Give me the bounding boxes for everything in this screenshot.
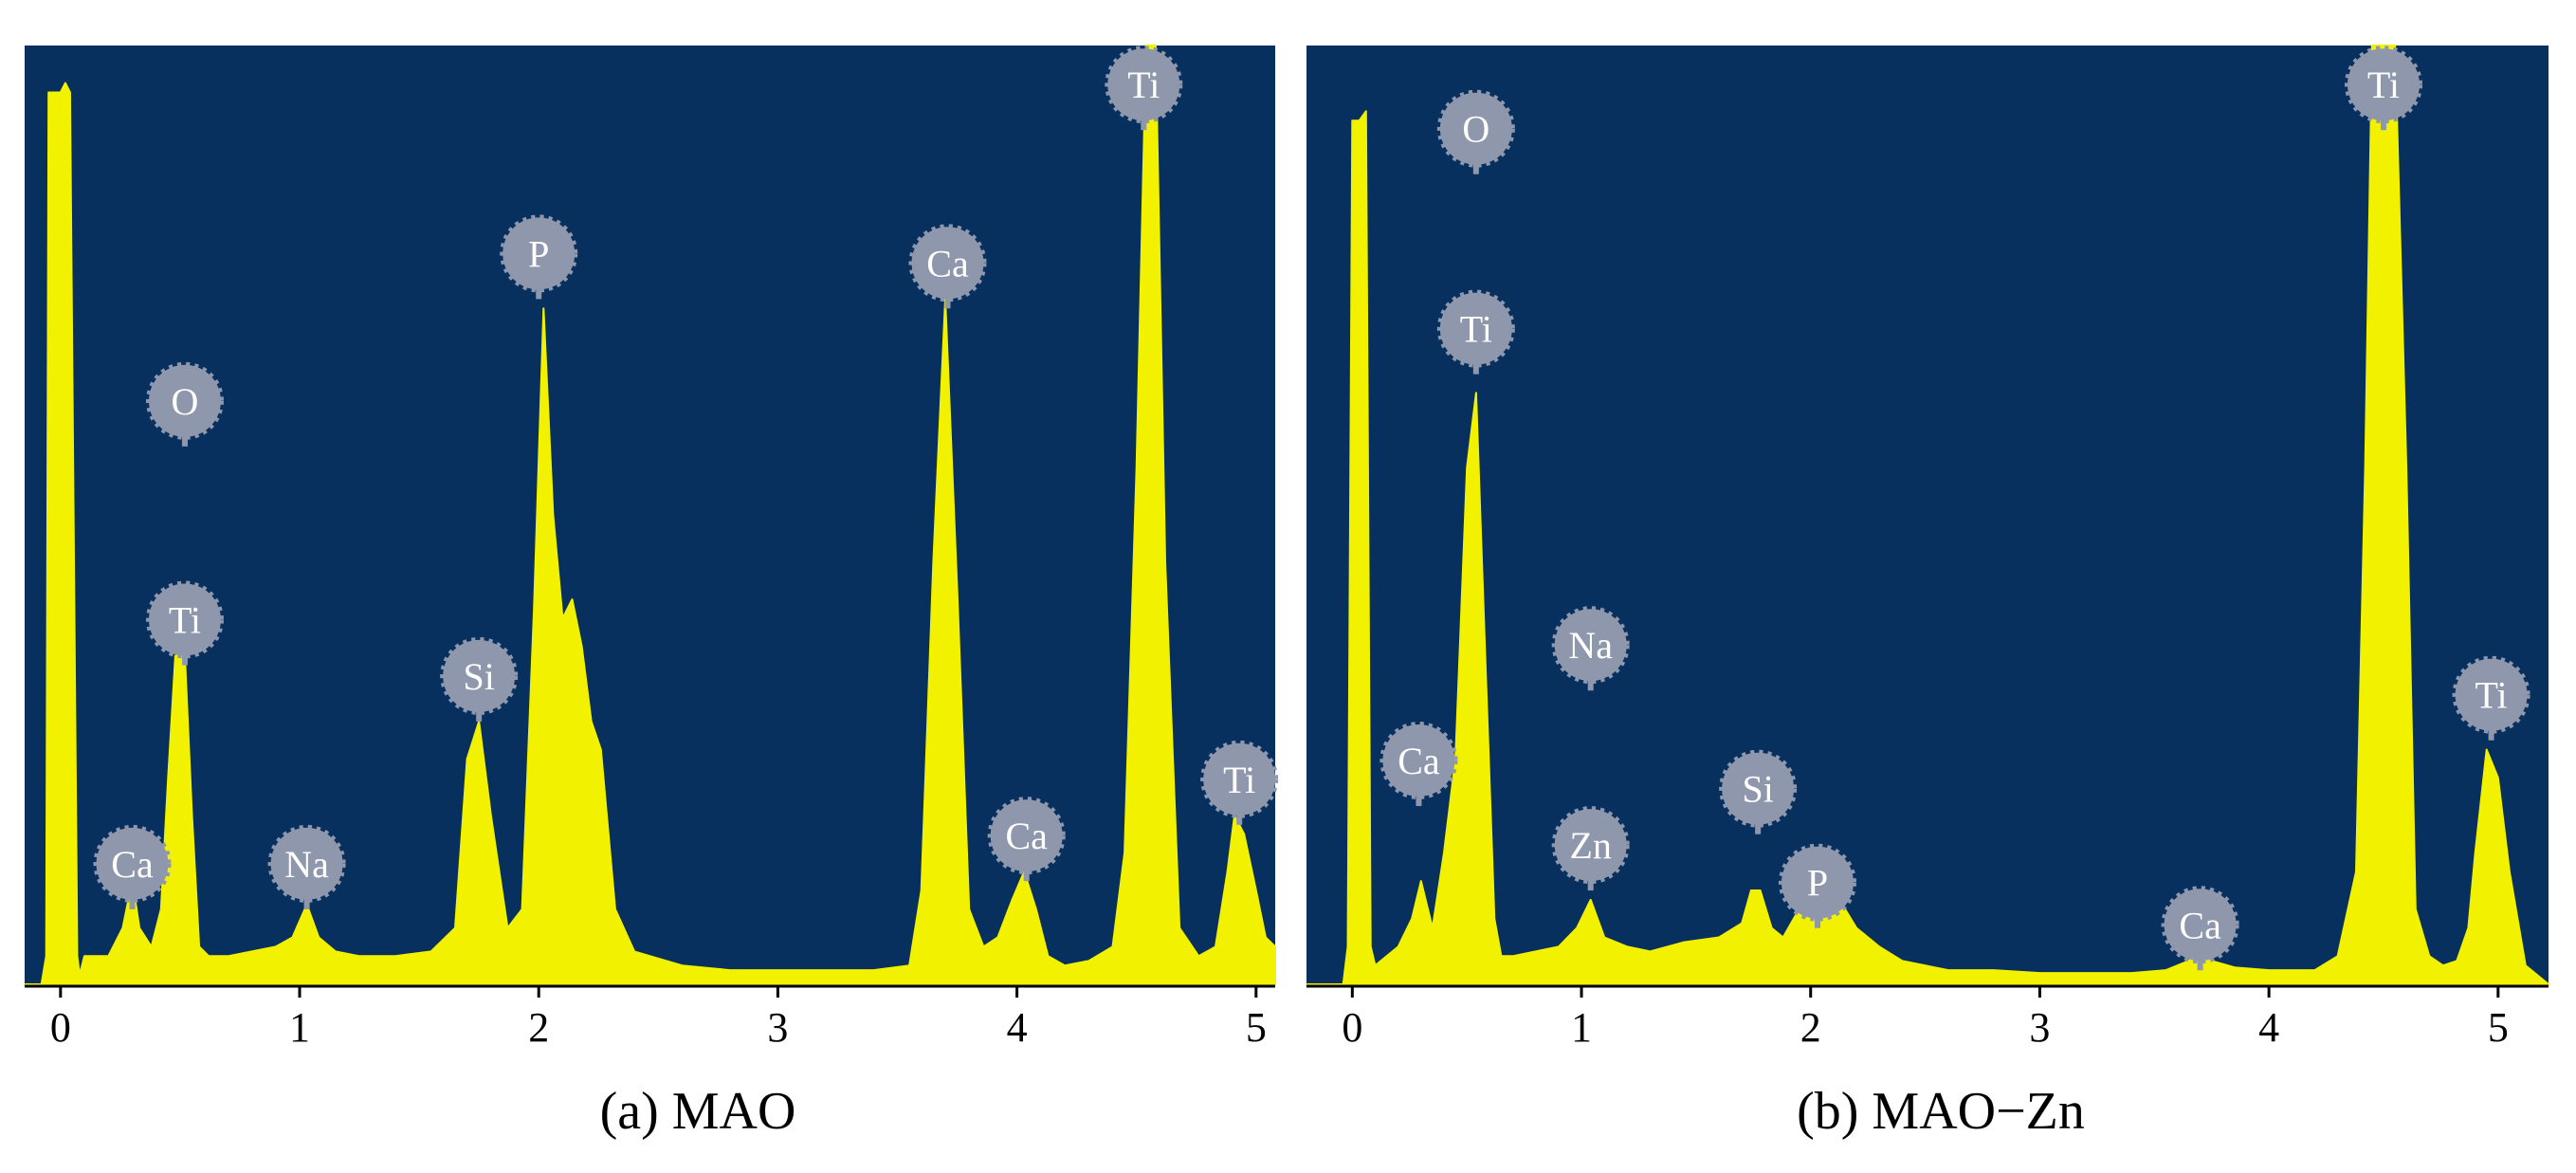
- peak-marker-label: Si: [463, 655, 494, 698]
- x-tick-label: 4: [2258, 1004, 2279, 1051]
- peak-marker-circle: [1105, 46, 1183, 124]
- peak-marker: Ti: [1105, 46, 1183, 131]
- spectrum-area: [24, 45, 1276, 985]
- peak-marker: Ca: [987, 797, 1066, 882]
- x-tick-label: 0: [50, 1004, 71, 1051]
- peak-marker: Zn: [1551, 806, 1630, 891]
- x-tick-label: 2: [528, 1004, 549, 1051]
- x-tick-label: 5: [1246, 1004, 1267, 1051]
- peak-marker-label: Ti: [169, 599, 201, 642]
- peak-marker-label: Ti: [1223, 759, 1255, 801]
- peak-marker: O: [1436, 89, 1515, 174]
- peak-marker-circle: [1200, 740, 1279, 818]
- x-tick-label: 3: [2029, 1004, 2050, 1051]
- peak-marker-circle: [987, 797, 1066, 875]
- peak-marker: P: [1778, 843, 1856, 928]
- peak-marker-circle: [1436, 289, 1515, 368]
- peak-marker: Si: [440, 636, 519, 722]
- peak-marker-circle: [500, 214, 578, 293]
- peak-marker: Ca: [2161, 886, 2239, 971]
- peak-marker-circle: [1551, 806, 1630, 885]
- panel-a-mao: 0 1 2 3 4 5 Ca O Ti Na Si P Ca Ca Ti Ti (a) MAO: [24, 45, 1279, 1141]
- x-tick-label: 1: [289, 1004, 310, 1051]
- x-tick-label: 1: [1571, 1004, 1592, 1051]
- peak-marker: Ca: [1379, 722, 1458, 806]
- peak-marker-label: Ca: [2179, 904, 2221, 946]
- peak-marker-label: O: [1462, 108, 1489, 151]
- peak-marker-circle: [145, 580, 224, 659]
- peak-marker-label: Ca: [1005, 815, 1048, 857]
- peak-marker: Ti: [2344, 46, 2422, 131]
- peak-marker: P: [500, 214, 578, 300]
- peak-marker-label: Ca: [926, 242, 969, 284]
- peak-marker-label: Ti: [2476, 674, 2508, 717]
- peak-marker-label: Ti: [2367, 64, 2400, 106]
- peak-marker-label: P: [528, 232, 549, 275]
- peak-marker-label: Na: [1568, 624, 1613, 667]
- peak-marker-label: Ca: [111, 843, 154, 886]
- peak-marker: Na: [267, 824, 346, 909]
- peak-marker-circle: [440, 636, 519, 715]
- panel-b-mao-zn: 0 1 2 3 4 5 Ca O Ti Na Zn Si P Ca Ti Ti (b) MAO−Zn: [1306, 45, 2549, 1141]
- x-tick-label: 4: [1007, 1004, 1028, 1051]
- peak-marker-label: Na: [284, 843, 329, 886]
- x-tick-label: 5: [2488, 1004, 2509, 1051]
- plot-background: [1306, 46, 2549, 986]
- x-tick-label: 0: [1342, 1004, 1362, 1051]
- peak-marker: Ti: [145, 580, 224, 666]
- panel-caption: (b) MAO−Zn: [1797, 1082, 2085, 1141]
- peak-marker: Na: [1551, 606, 1630, 691]
- panel-caption: (a) MAO: [600, 1082, 796, 1141]
- peak-marker: O: [145, 361, 224, 447]
- peak-marker-circle: [1719, 749, 1798, 828]
- x-tick-label: 2: [1800, 1004, 1821, 1051]
- peak-marker-circle: [145, 361, 224, 440]
- peak-marker-circle: [908, 224, 987, 302]
- peak-marker-label: Zn: [1569, 824, 1611, 867]
- peak-marker: Ti: [2452, 655, 2530, 741]
- peak-marker-label: Si: [1742, 768, 1773, 811]
- peak-marker-circle: [93, 824, 172, 903]
- peak-marker-circle: [267, 824, 346, 903]
- peak-marker-circle: [1436, 89, 1515, 168]
- peak-marker-label: P: [1807, 862, 1828, 905]
- peak-marker-circle: [2452, 655, 2530, 734]
- peak-marker-label: Ca: [1398, 740, 1440, 782]
- peak-marker: Ti: [1436, 289, 1515, 375]
- peak-marker-label: Ti: [1127, 64, 1160, 106]
- peak-marker-circle: [2344, 46, 2422, 124]
- peak-marker-label: O: [172, 380, 199, 423]
- x-tick-label: 3: [767, 1004, 788, 1051]
- peak-marker: Ca: [908, 224, 987, 309]
- peak-marker-circle: [1551, 606, 1630, 685]
- peak-marker-circle: [1778, 843, 1856, 922]
- peak-marker: Ti: [1200, 740, 1279, 825]
- peak-marker-circle: [1379, 722, 1458, 799]
- plot-background: [25, 46, 1275, 986]
- peak-marker: Si: [1719, 749, 1798, 834]
- peak-marker: Ca: [93, 824, 172, 909]
- peak-marker-label: Ti: [1460, 308, 1492, 351]
- peak-marker-circle: [2161, 886, 2239, 964]
